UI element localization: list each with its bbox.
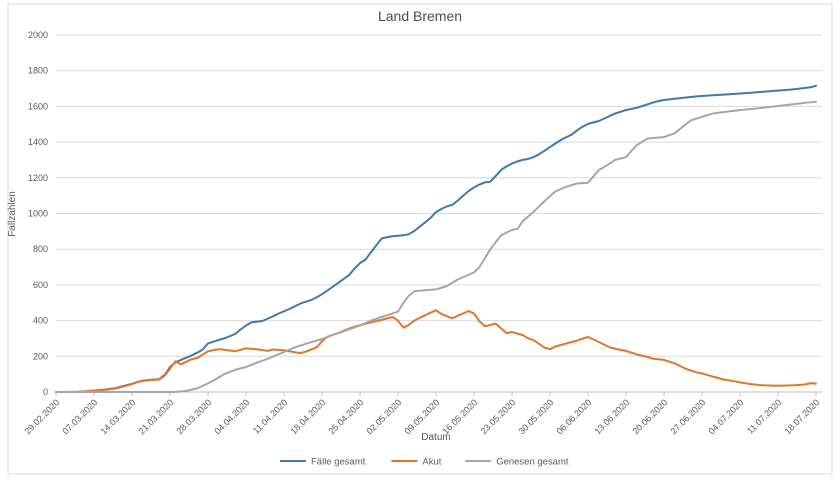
x-tick-label-23.05.2020: 23.05.2020 xyxy=(478,397,517,436)
legend-label-fälle-gesamt: Fälle gesamt xyxy=(311,457,366,468)
series-line-genesen-gesamt[interactable] xyxy=(55,100,817,393)
series-line-akut[interactable] xyxy=(55,309,817,393)
y-tick-label-1000: 1000 xyxy=(28,209,48,219)
x-tick-label-21.03.2020: 21.03.2020 xyxy=(136,397,175,436)
y-tick-label-600: 600 xyxy=(33,280,48,290)
x-tick-label-29.02.2020: 29.02.2020 xyxy=(22,397,61,436)
x-tick-label-13.06.2020: 13.06.2020 xyxy=(592,397,631,436)
x-tick-label-16.05.2020: 16.05.2020 xyxy=(440,397,479,436)
y-tick-label-800: 800 xyxy=(33,244,48,254)
chart-frame-border xyxy=(7,3,833,475)
y-tick-label-400: 400 xyxy=(33,316,48,326)
legend: Fälle gesamt Akut Genesen gesamt xyxy=(280,457,569,468)
x-tick-label-27.06.2020: 27.06.2020 xyxy=(668,397,707,436)
y-tick-label-200: 200 xyxy=(33,351,48,361)
chart-title[interactable]: Land Bremen xyxy=(378,8,462,24)
legend-item-akut[interactable]: Akut xyxy=(391,457,442,468)
y-axis-tick-labels: 0 200 400 600 800 1000 1200 1400 1600 1800 2000 xyxy=(28,30,48,397)
legend-label-akut: Akut xyxy=(422,457,441,468)
x-tick-label-02.05.2020: 02.05.2020 xyxy=(364,397,403,436)
y-tick-label-1200: 1200 xyxy=(28,173,48,183)
x-axis-title[interactable]: Datum xyxy=(421,432,450,443)
x-axis-tick-labels: 29.02.2020 07.03.2020 14.03.2020 21.03.2020… xyxy=(22,397,821,436)
y-tick-label-1600: 1600 xyxy=(28,101,48,111)
x-tick-label-09.05.2020: 09.05.2020 xyxy=(402,397,441,436)
x-tick-label-11.04.2020: 11.04.2020 xyxy=(251,397,289,435)
x-tick-label-07.03.2020: 07.03.2020 xyxy=(60,397,99,436)
legend-item-genesen-gesamt[interactable]: Genesen gesamt xyxy=(465,457,569,468)
y-tick-label-1800: 1800 xyxy=(28,66,48,76)
x-tick-label-04.07.2020: 04.07.2020 xyxy=(706,397,745,436)
x-tick-label-25.04.2020: 25.04.2020 xyxy=(326,397,365,436)
plot-series-lines xyxy=(55,84,817,393)
legend-label-genesen-gesamt: Genesen gesamt xyxy=(496,457,569,468)
y-tick-label-2000: 2000 xyxy=(28,30,48,40)
x-tick-label-28.03.2020: 28.03.2020 xyxy=(174,397,213,436)
y-axis-title[interactable]: Fallzahlen xyxy=(7,191,18,237)
y-tick-label-0: 0 xyxy=(43,387,48,397)
x-tick-label-14.03.2020: 14.03.2020 xyxy=(98,397,137,436)
x-tick-label-18.07.2020: 18.07.2020 xyxy=(782,397,821,436)
x-tick-label-04.04.2020: 04.04.2020 xyxy=(212,397,251,436)
y-tick-label-1400: 1400 xyxy=(28,137,48,147)
x-tick-label-30.05.2020: 30.05.2020 xyxy=(516,397,555,436)
x-tick-label-20.06.2020: 20.06.2020 xyxy=(630,397,669,436)
series-line-fälle-gesamt[interactable] xyxy=(55,84,817,393)
legend-item-fälle-gesamt[interactable]: Fälle gesamt xyxy=(280,457,366,468)
gridlines xyxy=(56,34,822,357)
x-tick-label-18.04.2020: 18.04.2020 xyxy=(288,397,327,436)
x-tick-label-11.07.2020: 11.07.2020 xyxy=(745,397,783,435)
x-tick-label-06.06.2020: 06.06.2020 xyxy=(554,397,593,436)
